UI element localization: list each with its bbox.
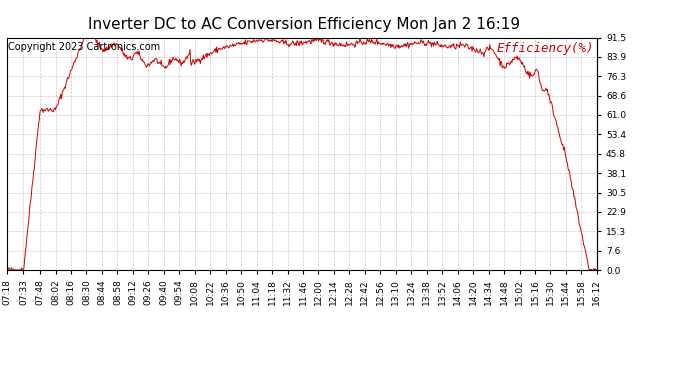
Text: Copyright 2023 Cartronics.com: Copyright 2023 Cartronics.com (8, 42, 160, 52)
Text: Efficiency(%): Efficiency(%) (496, 42, 594, 55)
Text: Inverter DC to AC Conversion Efficiency Mon Jan 2 16:19: Inverter DC to AC Conversion Efficiency … (88, 17, 520, 32)
